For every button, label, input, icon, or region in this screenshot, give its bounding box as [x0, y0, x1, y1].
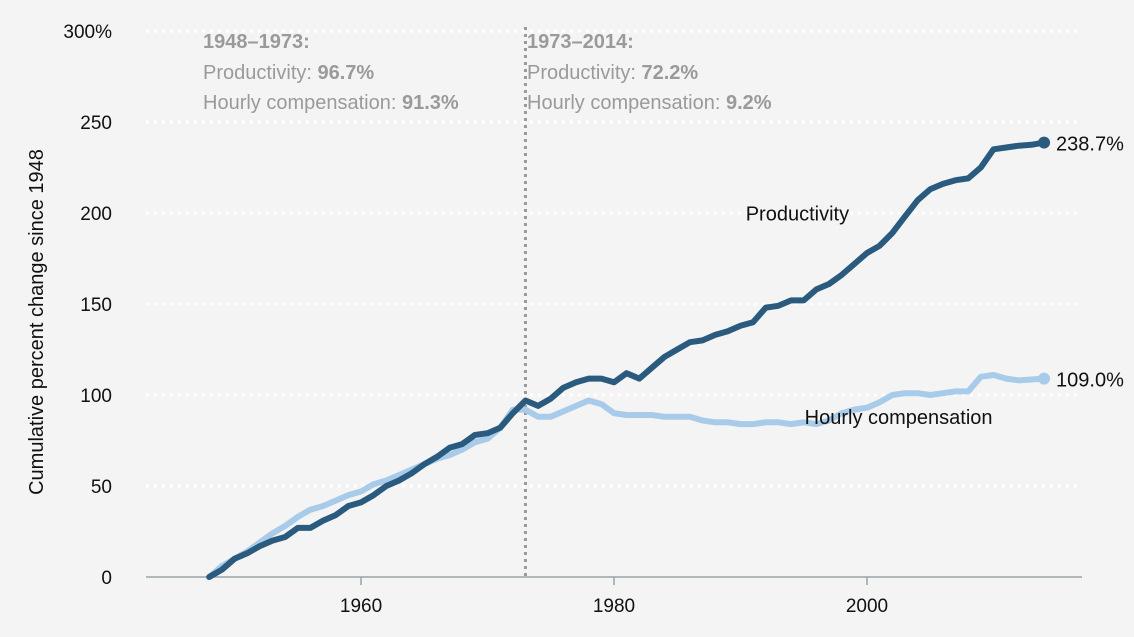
series-end-point-productivity	[1038, 136, 1051, 149]
compensation-change-text: Hourly compensation: 91.3%	[203, 92, 459, 114]
productivity-change-text: Productivity: 72.2%	[527, 62, 698, 84]
period-annotations: 1948–1973: Productivity: 96.7% Hourly comp…	[203, 27, 772, 577]
series-labels: 109.0% 238.7% Productivity Hourly compensat…	[746, 134, 1124, 430]
series-name-label-productivity: Productivity	[746, 203, 849, 225]
compensation-change-value: 91.3%	[402, 92, 459, 114]
axes: 0 50 100 150 200 250 300% 1960 1980 2000 Cumulativ…	[26, 22, 1082, 617]
period-header: 1948–1973:	[203, 31, 310, 53]
compensation-change-label: Hourly compensation:	[527, 92, 726, 114]
productivity-change-value: 96.7%	[317, 62, 374, 84]
compensation-change-label: Hourly compensation:	[203, 92, 402, 114]
period-header: 1973–2014:	[527, 31, 634, 53]
y-tick-label: 0	[101, 568, 112, 589]
compensation-change-value: 9.2%	[726, 92, 772, 114]
y-axis-title: Cumulative percent change since 1948	[26, 149, 48, 495]
y-tick-label: 250	[80, 113, 112, 134]
y-tick-label: 50	[91, 477, 112, 498]
y-tick-label: 200	[80, 204, 112, 225]
compensation-change-text: Hourly compensation: 9.2%	[527, 92, 772, 114]
productivity-change-label: Productivity:	[527, 62, 641, 84]
series-lines	[206, 136, 1051, 580]
series-line-productivity	[206, 139, 1048, 580]
series-end-point-hourly-compensation	[1038, 372, 1051, 385]
x-tick-label: 1980	[593, 596, 635, 617]
x-tick-label: 2000	[846, 596, 888, 617]
x-tick-label: 1960	[340, 596, 382, 617]
productivity-change-text: Productivity: 96.7%	[203, 62, 374, 84]
series-line-hourly-compensation	[206, 372, 1048, 580]
y-tick-label: 150	[80, 295, 112, 316]
productivity-change-label: Productivity:	[203, 62, 317, 84]
series-end-label-productivity: 238.7%	[1056, 134, 1124, 156]
series-name-label-hourly-compensation: Hourly compensation	[805, 407, 993, 429]
productivity-change-value: 72.2%	[641, 62, 698, 84]
y-tick-label: 100	[80, 386, 112, 407]
y-tick-label: 300%	[63, 22, 112, 43]
series-end-label-hourly-compensation: 109.0%	[1056, 370, 1124, 392]
